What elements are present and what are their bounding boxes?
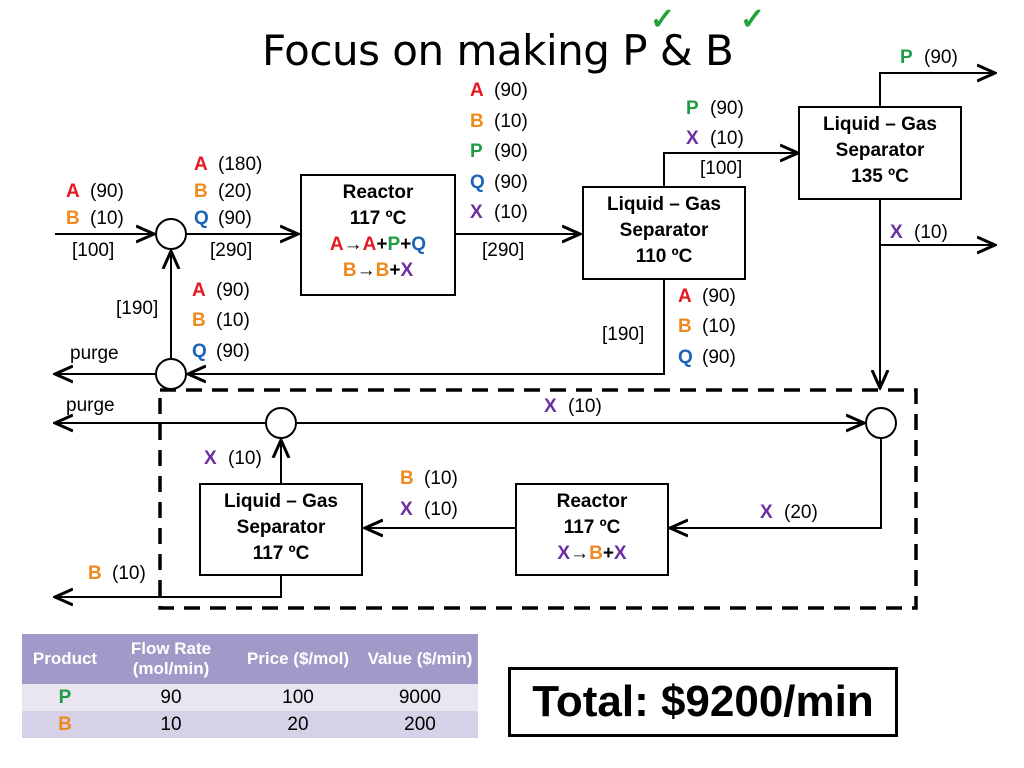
sep3-bottom-b: B (10) [88,563,146,584]
x-feed2-label: X (20) [760,502,818,523]
reactor-2-temp: 117 ºC [563,517,621,538]
separator-1-name2: Separator [619,220,709,241]
splitter-1 [155,358,187,390]
recycle-a: A (90) [192,280,250,301]
table-header: Product [22,634,108,684]
sep1-liq-a: A (90) [678,286,736,307]
sep2-bottom-x: X (10) [890,222,948,243]
sep1-vap-x: X (10) [686,128,744,149]
mix-out-q: Q (90) [194,208,252,229]
rx-out-q: Q (90) [470,172,528,193]
sep1-vapor-stream [663,153,798,186]
reactor-2: Reactor 117 ºC X→B+X [515,483,669,576]
purge-2-label: purge [66,395,115,416]
sep1-liquid-stream [188,280,665,374]
purge-1-label: purge [70,343,119,364]
splitter-2 [265,407,297,439]
product-value-table: Product Flow Rate (mol/min) Price ($/mol… [22,634,478,738]
rx-out-x: X (10) [470,202,528,223]
total-box: Total: $9200/min [508,667,898,737]
separator-1-name: Liquid – Gas [606,194,722,215]
table-row: P 90 100 9000 [22,684,478,711]
recycle-q: Q (90) [192,341,250,362]
reactor-1-rxn2: B→B+X [342,260,414,281]
mixer-1 [155,218,187,250]
feed-total: [100] [72,240,115,261]
separator-3-name2: Separator [236,517,326,538]
reactor-1-name: Reactor [342,182,414,203]
separator-1-temp: 110 ºC [635,246,693,267]
rx-out-b: B (10) [470,111,528,132]
product-p-label: P (90) [900,47,958,68]
sep1-vap-p: P (90) [686,98,744,119]
reactor-2-name: Reactor [556,491,628,512]
separator-2: Liquid – Gas Separator 135 ºC [798,106,962,200]
separator-3: Liquid – Gas Separator 117 ºC [199,483,363,576]
mixer-2 [865,407,897,439]
product-p-stream [879,73,995,106]
separator-3-temp: 117 ºC [252,543,310,564]
reactor-2-rxn: X→B+X [557,543,627,564]
table-header: Flow Rate (mol/min) [108,634,234,684]
separator-3-name: Liquid – Gas [223,491,339,512]
rx2-out-x: X (10) [400,499,458,520]
reactor-1: Reactor 117 ºC A→A+P+Q B→B+X [300,174,456,296]
rx2-out-b: B (10) [400,468,458,489]
x-feed2-stream [670,438,882,528]
rx-out-a: A (90) [470,80,528,101]
separator-2-name: Liquid – Gas [822,114,938,135]
sep3-top-x: X (10) [204,448,262,469]
page-title: Focus on making P & B [262,26,734,75]
sep1-liq-q: Q (90) [678,347,736,368]
mix-out-a: A (180) [194,154,263,175]
table-header: Value ($/min) [362,634,478,684]
x-recycle-label: X (10) [544,396,602,417]
checkmark-icon: ✓ [740,3,766,36]
reactor-1-rxn1: A→A+P+Q [329,234,427,255]
checkmark-icon: ✓ [650,3,676,36]
sep3-bottom-stream [55,576,282,597]
sep1-liq-b: B (10) [678,316,736,337]
table-row: B 10 20 200 [22,711,478,738]
recycle-b: B (10) [192,310,250,331]
separator-1: Liquid – Gas Separator 110 ºC [582,186,746,280]
separator-2-name2: Separator [835,140,925,161]
feed-a: A (90) [66,181,124,202]
dashed-boundary [158,388,918,610]
feed-b: B (10) [66,208,124,229]
mix-out-b: B (20) [194,181,252,202]
mix-out-total: [290] [210,240,253,261]
sep1-vap-total: [100] [700,158,743,179]
recycle-total: [190] [116,298,159,319]
reactor-1-temp: 117 ºC [349,208,407,229]
rx-out-total: [290] [482,240,525,261]
sep1-liq-total: [190] [602,324,645,345]
separator-2-temp: 135 ºC [851,166,909,187]
rx-out-p: P (90) [470,141,528,162]
table-header: Price ($/mol) [234,634,362,684]
